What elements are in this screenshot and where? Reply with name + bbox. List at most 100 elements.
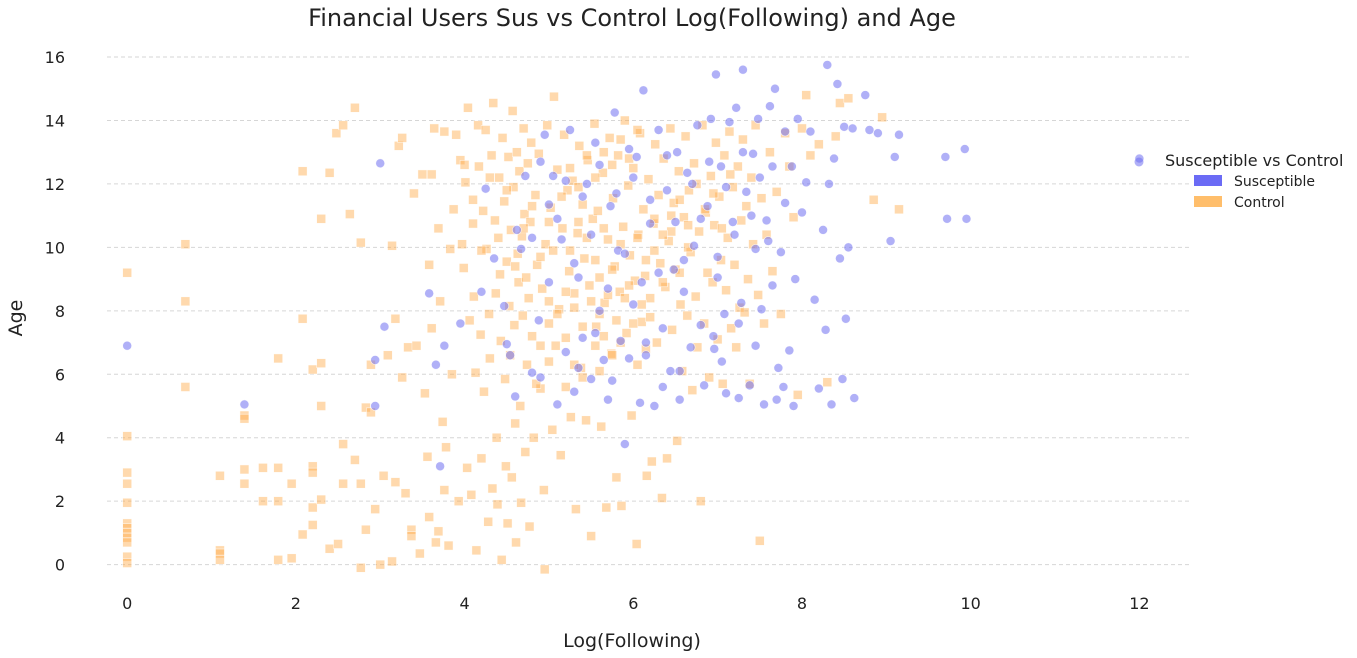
control-point (429, 123, 440, 134)
control-point (122, 551, 132, 562)
control-point (424, 512, 434, 522)
susceptible-point (731, 102, 741, 113)
control-point (611, 315, 622, 326)
control-point (273, 555, 283, 565)
control-point (581, 415, 591, 426)
control-point (378, 470, 389, 481)
control-point (632, 233, 643, 243)
susceptible-point (641, 350, 651, 361)
control-point (704, 372, 714, 383)
susceptible-point (717, 356, 727, 367)
control-point (459, 160, 470, 170)
control-point (539, 485, 549, 495)
control-point (485, 353, 495, 364)
control-point (338, 478, 348, 489)
control-point (509, 320, 520, 330)
susceptible-point (839, 122, 849, 132)
control-point (599, 298, 610, 308)
y-tick-label: 10 (45, 238, 65, 257)
control-point (424, 260, 434, 270)
control-point (273, 463, 283, 473)
control-point (573, 182, 584, 192)
control-point (333, 539, 343, 549)
susceptible-point (679, 286, 689, 297)
susceptible-point (721, 182, 731, 192)
susceptible-point (822, 60, 833, 70)
control-point (702, 267, 713, 278)
control-point (258, 463, 268, 473)
control-point (557, 223, 568, 234)
control-point (579, 253, 590, 264)
control-point (497, 133, 508, 143)
susceptible-point (672, 147, 682, 158)
control-point (631, 539, 642, 549)
susceptible-point (535, 156, 546, 167)
control-point (843, 93, 854, 104)
control-point (345, 209, 355, 219)
control-point (548, 245, 558, 256)
control-point (180, 382, 191, 392)
susceptible-point (582, 179, 592, 189)
control-point (286, 553, 297, 564)
susceptible-point (565, 125, 575, 135)
control-point (674, 194, 685, 205)
susceptible-point (520, 171, 531, 181)
susceptible-point (590, 328, 601, 338)
control-point (561, 382, 571, 392)
control-point (490, 288, 501, 299)
susceptible-point (699, 380, 709, 391)
susceptible-point (759, 399, 769, 410)
control-point (523, 293, 534, 303)
control-point (682, 310, 693, 321)
susceptible-point (744, 380, 755, 391)
control-point (447, 369, 457, 380)
control-point (485, 172, 495, 183)
control-point (658, 229, 668, 240)
susceptible-point (750, 244, 761, 254)
susceptible-point (638, 85, 649, 96)
control-point (618, 221, 628, 232)
control-point (801, 90, 812, 100)
control-point (565, 245, 575, 256)
grid (107, 56, 1190, 566)
y-tick-label: 2 (55, 492, 65, 511)
control-point (307, 467, 318, 478)
susceptible-point (636, 277, 647, 288)
susceptible-point (624, 144, 634, 154)
susceptible-point (716, 161, 726, 172)
control-point (534, 148, 544, 159)
susceptible-point (733, 393, 744, 403)
control-point (590, 172, 601, 183)
control-point (596, 421, 607, 432)
susceptible-point (843, 242, 854, 253)
control-point (458, 263, 469, 273)
susceptible-point (573, 363, 584, 373)
control-point (324, 543, 335, 554)
control-point (555, 450, 566, 460)
control-point (493, 233, 504, 243)
control-point (521, 272, 531, 283)
susceptible-point (748, 148, 758, 159)
control-point (488, 98, 499, 108)
control-point (297, 313, 308, 324)
control-point (746, 172, 757, 183)
chart-title: Financial Users Sus vs Control Log(Follo… (308, 4, 956, 32)
control-point (868, 194, 879, 205)
susceptible-point (674, 366, 685, 376)
control-point (122, 497, 132, 508)
control-point (520, 447, 531, 457)
susceptible-point (841, 313, 851, 324)
control-point (830, 131, 841, 142)
control-point (680, 131, 691, 142)
susceptible-point (940, 152, 951, 162)
control-point (307, 502, 318, 513)
control-point (584, 280, 595, 291)
susceptible-point (577, 332, 588, 343)
susceptible-point (835, 253, 845, 264)
control-point (574, 141, 585, 151)
control-point (658, 277, 668, 288)
control-point (297, 529, 308, 540)
control-point (632, 125, 643, 135)
control-point (463, 102, 473, 113)
